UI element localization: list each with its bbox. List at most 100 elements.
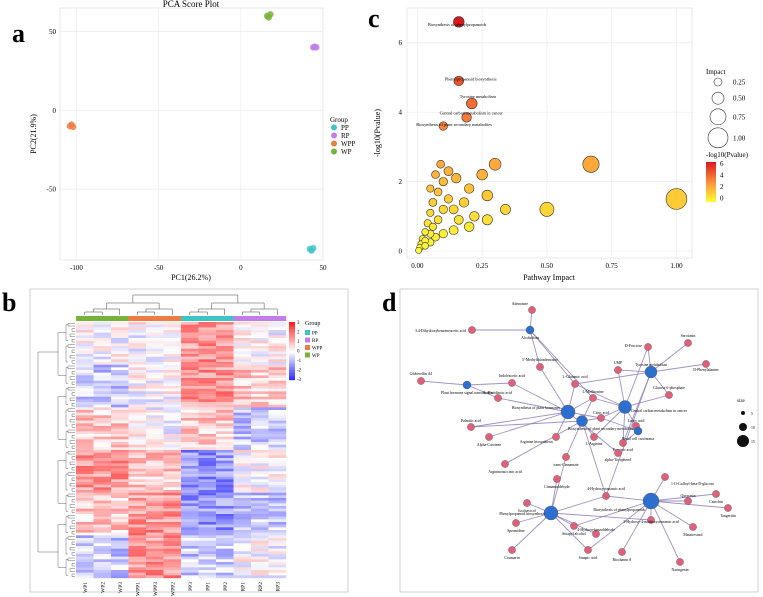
network-node: Sinapyl alcohol	[562, 522, 586, 536]
heatmap-cell	[93, 386, 112, 389]
heatmap-cell	[268, 535, 287, 539]
heatmap-cell	[128, 394, 147, 397]
network-node: Spermidine	[507, 519, 525, 533]
heatmap-group-cell-wp	[111, 316, 129, 321]
heatmap-cell	[216, 332, 234, 336]
heatmap-cells	[76, 322, 287, 579]
heatmap-cell	[216, 511, 234, 515]
heatmap-cell	[198, 362, 217, 365]
heatmap-cell	[163, 386, 182, 389]
heatmap-cell	[198, 436, 217, 440]
network-node-label: 5'-Methylthioadenosine	[522, 358, 558, 362]
heatmap-cell	[233, 559, 252, 563]
heatmap-scale-step	[289, 330, 295, 333]
heatmap-cell	[181, 452, 199, 456]
heatmap-cell	[93, 359, 112, 363]
network-edge	[420, 380, 468, 386]
heatmap-cell	[146, 436, 164, 440]
heatmap-cell	[128, 434, 147, 437]
heatmap-cell	[93, 415, 112, 419]
heatmap-cell	[93, 367, 112, 371]
heatmap-cell	[181, 335, 199, 339]
heatmap-cell	[163, 418, 182, 421]
heatmap-cell	[128, 444, 147, 448]
network-node-label: Sinapyl alcohol	[562, 532, 586, 536]
heatmap-cell	[163, 543, 182, 547]
pca-xtick: 50	[320, 264, 328, 272]
heatmap-cell	[111, 322, 129, 325]
heatmap-cell	[76, 500, 94, 504]
heatmap-cell	[146, 487, 164, 491]
heatmap-cell	[146, 362, 164, 365]
heatmap-cell	[163, 559, 182, 563]
heatmap-group-swatch-wpp	[305, 345, 310, 350]
heatmap-cell	[233, 487, 252, 491]
network-node-label: Biochanin A	[612, 558, 631, 562]
heatmap-cell	[268, 503, 287, 507]
heatmap-cell	[268, 522, 287, 525]
heatmap-cell	[146, 476, 164, 480]
heatmap-cell	[268, 575, 287, 579]
heatmap-cell	[233, 370, 252, 373]
network-node: Serotonin	[681, 334, 695, 347]
heatmap-cell	[146, 418, 164, 421]
metabolite-node	[618, 548, 626, 556]
heatmap-cell	[233, 420, 252, 424]
heatmap-cell	[76, 412, 94, 416]
heatmap-cell	[198, 527, 217, 531]
heatmap-cell	[181, 554, 199, 557]
heatmap-cell	[111, 490, 129, 493]
pathway-label: Central carbon metabolism in cancer	[440, 111, 504, 116]
heatmap-cell	[76, 423, 94, 427]
heatmap-cell	[128, 396, 147, 400]
heatmap-cell	[198, 343, 217, 347]
network-node: Biosynthesis of plant hormones	[512, 404, 576, 420]
metabolite-node	[592, 530, 600, 538]
pathway-xtick: 1.00	[670, 262, 683, 270]
heatmap-cell	[181, 498, 199, 501]
heatmap-cell	[93, 575, 112, 579]
heatmap-cell	[268, 554, 287, 557]
heatmap-cell	[93, 484, 112, 488]
metabolite-node	[590, 433, 598, 441]
heatmap-cell	[163, 380, 182, 384]
heatmap-scale-step	[289, 349, 295, 352]
heatmap-cell	[251, 362, 269, 365]
heatmap-cell	[76, 340, 94, 344]
heatmap-cell	[128, 399, 147, 403]
heatmap-cell	[163, 394, 182, 397]
heatmap-group-cell-wp	[93, 316, 112, 321]
heatmap-cell	[216, 527, 234, 531]
heatmap-cell	[111, 431, 129, 435]
pathway-ytick: 4	[399, 109, 403, 117]
heatmap-cell	[198, 375, 217, 379]
heatmap-cell	[268, 380, 287, 384]
heatmap-cell	[233, 346, 252, 349]
heatmap-cell	[76, 562, 94, 565]
network-node: 3-Hydroxy-4-methoxycinnamic acid	[623, 516, 679, 524]
heatmap-cell	[233, 575, 252, 579]
pathway-bubble	[464, 221, 475, 232]
heatmap-cell	[111, 434, 129, 437]
heatmap-cell	[146, 562, 164, 565]
heatmap-cell	[233, 567, 252, 571]
heatmap-cell	[198, 476, 217, 480]
metabolite-node	[508, 546, 516, 554]
heatmap-cell	[268, 516, 287, 520]
heatmap-cell	[128, 490, 147, 493]
heatmap-cell	[233, 338, 252, 341]
pathway-bubble	[448, 225, 459, 236]
heatmap-cell	[76, 380, 94, 384]
heatmap-cell	[76, 327, 94, 331]
heatmap-cell	[93, 364, 112, 368]
heatmap-cell	[251, 410, 269, 413]
heatmap-cell	[268, 428, 287, 432]
heatmap-cell	[216, 362, 234, 365]
heatmap-cell	[128, 428, 147, 432]
heatmap-cell	[93, 468, 112, 472]
heatmap-cell	[216, 330, 234, 333]
heatmap-cell	[268, 519, 287, 523]
network-node-label: L-Arginine	[585, 442, 602, 446]
heatmap-cell	[93, 506, 112, 509]
heatmap-cell	[216, 530, 234, 533]
